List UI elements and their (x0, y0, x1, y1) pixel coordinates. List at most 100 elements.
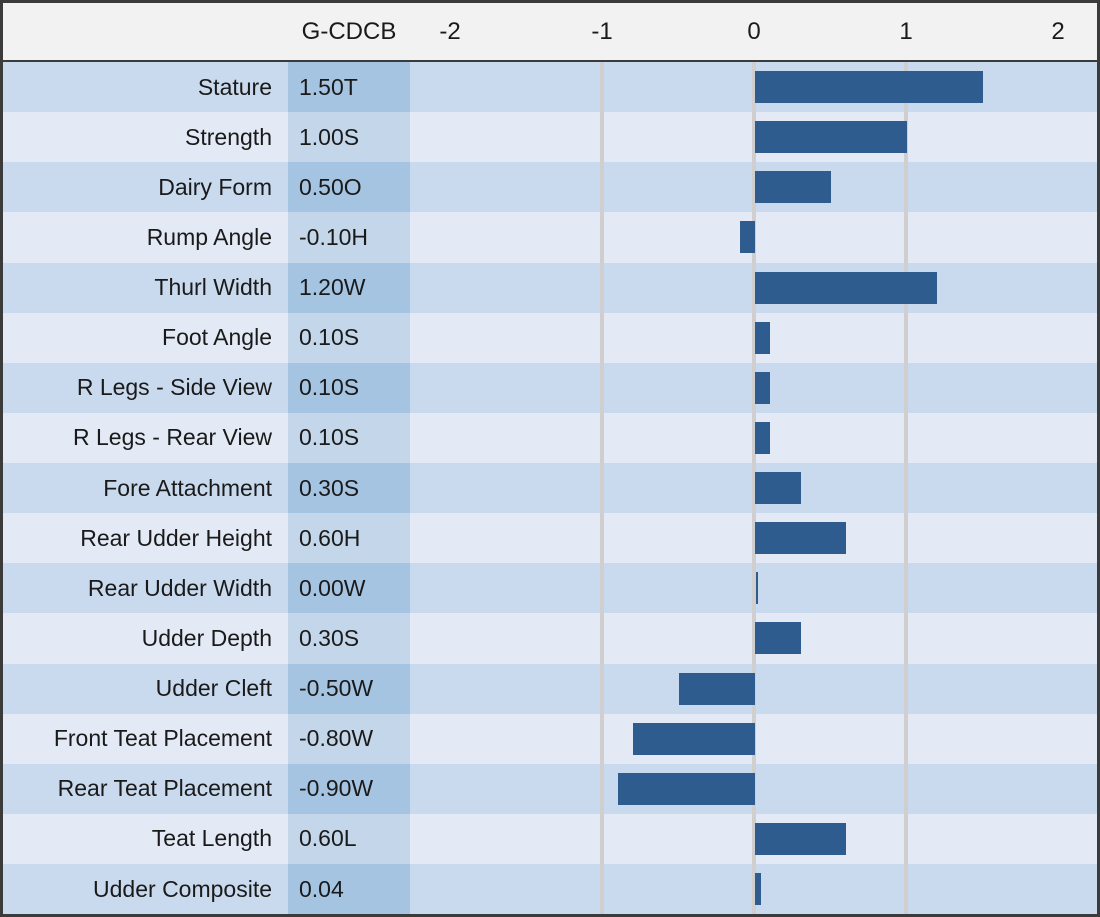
trait-bar (755, 271, 938, 304)
axis-gridline (752, 563, 756, 614)
axis-gridline (904, 613, 908, 664)
trait-bar-plot (410, 412, 1097, 463)
trait-value-label: 0.30S (288, 463, 410, 514)
trait-name-label: Foot Angle (162, 324, 272, 351)
trait-bar (755, 522, 847, 555)
axis-gridline (904, 412, 908, 463)
trait-bar-plot (410, 713, 1097, 764)
axis-gridline (600, 463, 604, 514)
trait-value-label: 0.10S (288, 362, 410, 413)
axis-gridline (904, 864, 908, 914)
axis-gridline (600, 864, 604, 914)
trait-row: Dairy Form 0.50O (3, 162, 1097, 213)
trait-name-label: Rump Angle (146, 223, 272, 250)
trait-row: Udder Composite 0.04 (3, 864, 1097, 914)
trait-bar (618, 772, 755, 805)
trait-value-label: 0.60H (288, 513, 410, 564)
trait-value-label: 0.30S (288, 613, 410, 664)
axis-gridline (600, 212, 604, 263)
trait-value-label: -0.80W (288, 713, 410, 764)
trait-bar-plot (410, 312, 1097, 363)
trait-row: Foot Angle 0.10S (3, 312, 1097, 363)
trait-value-label: 1.00S (288, 112, 410, 163)
trait-row: Udder Depth 0.30S (3, 613, 1097, 664)
value-column-header: G-CDCB (301, 17, 397, 45)
trait-value-label: -0.90W (288, 763, 410, 814)
trait-bar-plot (410, 864, 1097, 914)
trait-name-label: Udder Cleft (155, 675, 272, 702)
axis-gridline (600, 412, 604, 463)
axis-gridline (752, 412, 756, 463)
trait-bar (755, 472, 801, 505)
trait-bar (633, 722, 755, 755)
axis-gridline (600, 513, 604, 564)
trait-bar-plot (410, 663, 1097, 714)
trait-row: Rump Angle -0.10H (3, 212, 1097, 263)
axis-gridline (600, 713, 604, 764)
trait-bar (755, 822, 847, 855)
axis-gridline (600, 813, 604, 864)
axis-gridline (904, 362, 908, 413)
chart-header: G-CDCB -2 -1 0 1 2 (3, 3, 1097, 62)
trait-row: Thurl Width 1.20W (3, 262, 1097, 313)
axis-gridline (600, 262, 604, 313)
trait-bar (755, 171, 831, 204)
axis-gridline (752, 312, 756, 363)
axis-gridline (600, 613, 604, 664)
trait-value-label: 1.50T (288, 62, 410, 113)
axis-gridline (752, 613, 756, 664)
trait-value-label: 0.50O (288, 162, 410, 213)
trait-bar-plot (410, 262, 1097, 313)
trait-name-label: Fore Attachment (103, 474, 272, 501)
trait-row: Front Teat Placement -0.80W (3, 713, 1097, 764)
axis-gridline (904, 212, 908, 263)
axis-gridline (904, 513, 908, 564)
trait-name-label: Front Teat Placement (53, 725, 272, 752)
axis-gridline (600, 162, 604, 213)
axis-gridline (600, 563, 604, 614)
trait-name-label: Dairy Form (158, 173, 272, 200)
trait-row: Stature 1.50T (3, 62, 1097, 113)
trait-bar (679, 672, 755, 705)
trait-row: Rear Udder Height 0.60H (3, 513, 1097, 564)
axis-gridline (752, 813, 756, 864)
axis-tick-label: 1 (899, 17, 913, 45)
trait-name-label: Rear Udder Height (80, 524, 272, 551)
trait-row: Rear Teat Placement -0.90W (3, 763, 1097, 814)
trait-row: Fore Attachment 0.30S (3, 463, 1097, 514)
trait-bar-plot (410, 362, 1097, 413)
axis-gridline (904, 663, 908, 714)
trait-row: R Legs - Rear View 0.10S (3, 412, 1097, 463)
axis-gridline (752, 463, 756, 514)
trait-value-label: 0.10S (288, 312, 410, 363)
trait-name-label: R Legs - Side View (76, 374, 272, 401)
axis-gridline (904, 463, 908, 514)
trait-bar (755, 321, 771, 354)
trait-value-label: 1.20W (288, 262, 410, 313)
trait-rows: Stature 1.50T Strength 1.00S Dairy Form … (3, 62, 1097, 914)
trait-name-label: Thurl Width (154, 274, 272, 301)
axis-gridline (752, 62, 756, 113)
axis-gridline (752, 112, 756, 163)
trait-bar-plot (410, 513, 1097, 564)
trait-row: Udder Cleft -0.50W (3, 663, 1097, 714)
trait-bar (756, 572, 758, 605)
axis-tick-label: 2 (1051, 17, 1065, 45)
axis-gridline (904, 162, 908, 213)
axis-gridline (904, 763, 908, 814)
trait-bar (755, 421, 771, 454)
trait-name-label: Stature (197, 73, 272, 100)
trait-bar-plot (410, 613, 1097, 664)
trait-bar (755, 121, 907, 154)
trait-bar (739, 221, 755, 254)
trait-row: Rear Udder Width 0.00W (3, 563, 1097, 614)
axis-gridline (904, 312, 908, 363)
trait-value-label: -0.10H (288, 212, 410, 263)
axis-gridline (904, 813, 908, 864)
axis-gridline (752, 262, 756, 313)
axis-gridline (600, 112, 604, 163)
axis-gridline (752, 513, 756, 564)
trait-name-label: Rear Teat Placement (57, 775, 272, 802)
trait-value-label: 0.04 (288, 864, 410, 914)
